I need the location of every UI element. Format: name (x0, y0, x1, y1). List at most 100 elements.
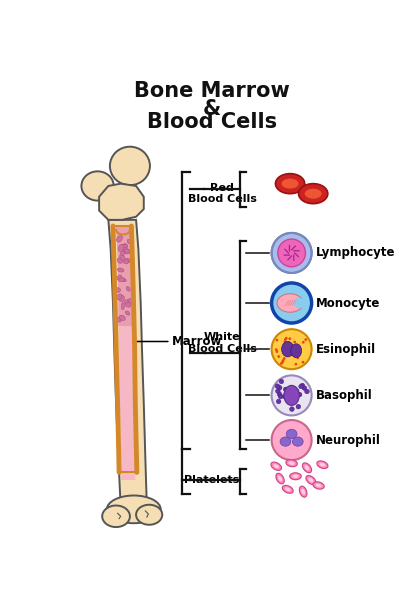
Circle shape (294, 389, 299, 394)
Ellipse shape (306, 476, 316, 485)
Ellipse shape (107, 496, 161, 523)
Circle shape (293, 341, 296, 343)
Circle shape (283, 387, 288, 392)
Ellipse shape (273, 464, 279, 469)
Ellipse shape (123, 259, 129, 264)
Circle shape (280, 362, 283, 365)
Circle shape (271, 233, 312, 273)
Circle shape (271, 329, 312, 369)
Ellipse shape (285, 487, 290, 491)
Polygon shape (99, 184, 144, 220)
Circle shape (298, 349, 301, 351)
Circle shape (288, 337, 291, 340)
Ellipse shape (81, 172, 114, 200)
Ellipse shape (280, 437, 291, 446)
Ellipse shape (117, 258, 122, 263)
Circle shape (281, 361, 284, 364)
Ellipse shape (313, 482, 324, 489)
Ellipse shape (121, 278, 126, 282)
Ellipse shape (102, 506, 130, 527)
Ellipse shape (121, 302, 124, 310)
Circle shape (288, 341, 290, 344)
Ellipse shape (299, 486, 307, 497)
Ellipse shape (125, 302, 131, 307)
Text: Blood Cells: Blood Cells (147, 112, 277, 132)
Text: White
Blood Cells: White Blood Cells (188, 332, 257, 354)
Circle shape (275, 384, 280, 388)
Circle shape (285, 337, 288, 340)
Ellipse shape (117, 268, 124, 272)
Ellipse shape (116, 294, 122, 300)
Ellipse shape (305, 188, 322, 199)
Circle shape (271, 376, 312, 415)
Ellipse shape (271, 462, 281, 470)
Circle shape (293, 397, 298, 402)
Circle shape (296, 404, 300, 409)
Ellipse shape (125, 259, 130, 263)
Text: Monocyte: Monocyte (316, 296, 381, 310)
Circle shape (277, 385, 282, 390)
Circle shape (277, 392, 282, 397)
Ellipse shape (315, 484, 322, 487)
Text: Marrow: Marrow (172, 335, 222, 348)
Ellipse shape (286, 460, 297, 467)
Ellipse shape (286, 429, 297, 439)
Ellipse shape (118, 278, 125, 282)
Circle shape (276, 339, 278, 341)
Ellipse shape (123, 246, 127, 252)
Text: Esinophil: Esinophil (316, 343, 376, 356)
Ellipse shape (117, 275, 122, 280)
Ellipse shape (278, 239, 305, 267)
Circle shape (284, 338, 287, 341)
Circle shape (277, 355, 280, 358)
Ellipse shape (301, 488, 305, 494)
Ellipse shape (124, 300, 129, 304)
Circle shape (290, 351, 293, 354)
Ellipse shape (303, 463, 312, 473)
Ellipse shape (127, 299, 132, 306)
Ellipse shape (124, 249, 129, 254)
Ellipse shape (120, 255, 125, 261)
Circle shape (282, 394, 287, 398)
Circle shape (299, 384, 303, 389)
Circle shape (276, 350, 278, 353)
Circle shape (271, 283, 312, 323)
Circle shape (282, 359, 284, 362)
Ellipse shape (294, 298, 305, 308)
Text: Lymphocyte: Lymphocyte (316, 247, 396, 259)
Ellipse shape (115, 317, 121, 322)
Circle shape (287, 390, 291, 395)
Circle shape (283, 357, 286, 360)
Ellipse shape (282, 179, 298, 188)
Circle shape (276, 389, 280, 394)
Circle shape (283, 394, 288, 399)
Ellipse shape (282, 341, 294, 357)
Ellipse shape (288, 461, 295, 465)
Circle shape (302, 361, 305, 364)
Ellipse shape (308, 478, 313, 482)
Ellipse shape (110, 146, 150, 185)
Ellipse shape (276, 173, 305, 194)
Ellipse shape (125, 311, 130, 315)
Text: Neurophil: Neurophil (316, 434, 381, 446)
Circle shape (286, 390, 290, 395)
Circle shape (295, 363, 297, 365)
Text: Basophil: Basophil (316, 389, 373, 402)
Polygon shape (108, 220, 147, 507)
Circle shape (290, 407, 294, 412)
Ellipse shape (123, 244, 127, 248)
Ellipse shape (284, 385, 299, 406)
Circle shape (296, 356, 299, 359)
Circle shape (278, 394, 283, 399)
Ellipse shape (136, 505, 162, 525)
Circle shape (275, 348, 278, 351)
Ellipse shape (119, 315, 125, 320)
Ellipse shape (276, 473, 284, 484)
Circle shape (279, 379, 284, 384)
Polygon shape (116, 226, 132, 326)
Circle shape (302, 341, 305, 344)
Text: Bone Marrow: Bone Marrow (134, 81, 290, 101)
Circle shape (271, 420, 312, 460)
Circle shape (297, 392, 302, 397)
Polygon shape (116, 226, 135, 480)
